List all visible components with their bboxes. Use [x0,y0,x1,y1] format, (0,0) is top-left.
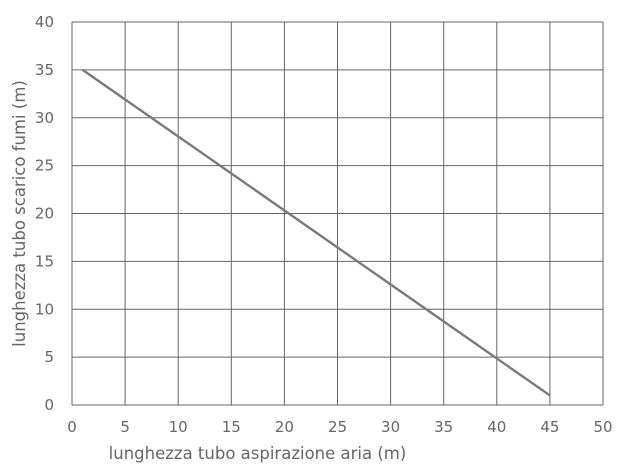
y-tick-label: 10 [35,300,54,318]
y-tick-label: 40 [35,13,54,31]
x-tick-label: 15 [222,418,241,436]
x-tick-label: 10 [169,418,188,436]
y-tick-label: 35 [35,61,54,79]
x-tick-label: 35 [434,418,453,436]
x-tick-label: 50 [593,418,612,436]
x-tick-label: 20 [275,418,294,436]
y-tick-label: 5 [44,348,54,366]
x-tick-label: 25 [328,418,347,436]
x-tick-label: 0 [67,418,77,436]
y-tick-label: 30 [35,109,54,127]
y-tick-label: 0 [44,396,54,414]
x-tick-label: 5 [120,418,130,436]
y-tick-label: 25 [35,157,54,175]
series-layer [81,68,551,397]
x-axis-title: lunghezza tubo aspirazione aria (m) [109,444,407,463]
y-tick-label: 20 [35,205,54,223]
x-tick-label: 45 [540,418,559,436]
y-tick-label: 15 [35,252,54,270]
y-tick-labels: 0 5 10 15 20 25 30 35 40 [35,13,54,414]
x-tick-label: 40 [487,418,506,436]
series-line [81,68,551,397]
grid [71,21,604,406]
y-axis-title: lunghezza tubo scarico fumi (m) [10,80,29,347]
x-tick-labels: 0 5 10 15 20 25 30 35 40 45 50 [67,418,612,436]
x-tick-label: 30 [381,418,400,436]
